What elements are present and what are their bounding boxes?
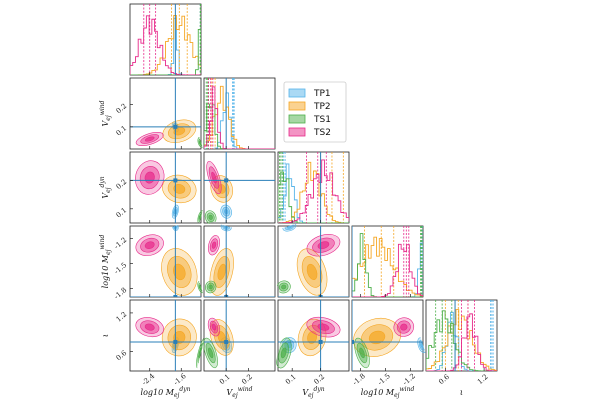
hist-TP2-2 [278,161,349,223]
x-tick-label-2-1: 0.2 [312,373,326,386]
x-tick-label-3-2: -1.2 [401,372,416,387]
contour-TP2-3-0-2 [173,263,186,281]
x-tick-label-3-1: -1.5 [376,372,391,387]
x-tick-label-1-1: 0.2 [240,373,254,386]
contour-TP2-4-2-2 [307,331,318,344]
legend-label-TS1: TS1 [313,115,331,125]
panel-3-3 [351,225,424,298]
x-axis-label-0: log10 Mejdyn [141,386,191,399]
legend-label-TP2: TP2 [313,102,331,112]
truth-marker-4-1 [224,339,229,344]
contour-TP2-4-3-2 [368,330,386,345]
contour-TP2-3-1-2 [217,263,227,281]
contour-TS1-4-1-2 [208,347,214,359]
contour-TS2-4-1-2 [211,323,217,331]
truth-marker-4-3 [352,339,354,344]
hist-TS2-0 [130,15,201,75]
truth-marker-4-0 [173,339,178,344]
y-tick-label-3-1: -1.5 [113,261,128,276]
legend-swatch-TS1 [288,114,306,124]
hist-TS2-4 [426,313,497,371]
contour-TS2-1-0-2 [144,136,155,142]
panel-2-1 [203,151,276,224]
contour-TS1-3-2-2 [281,284,287,290]
hist-TP2-4 [426,309,497,371]
contour-TP2-2-1-2 [217,184,226,194]
contour-TP2-2-0-2 [173,184,186,194]
panel-4-1 [203,299,276,372]
panel-2-0 [129,151,202,224]
y-tick-label-4-1: 1.2 [115,310,129,323]
y-tick-label-3-2: -1.2 [113,236,128,251]
y-tick-label-1-1: 0.2 [115,102,129,115]
panel-1-0 [129,77,202,150]
legend-label-TP1: TP1 [313,89,331,99]
y-tick-label-1-0: 0.1 [115,124,129,137]
hist-TS2-3 [352,243,423,297]
contour-TS2-3-0-2 [144,241,155,250]
panel-4-3 [351,299,424,372]
x-tick-label-4-1: 1.2 [476,373,490,386]
y-tick-label-3-0: -1.8 [113,286,128,301]
x-tick-label-0-0: -2.4 [141,372,157,387]
x-axis-label-2: Vejdyn [302,386,324,399]
truth-marker-2-1 [224,178,229,183]
x-axis-label-1: Vejwind [227,386,253,399]
legend-swatch-TS2 [288,127,306,137]
contour-TS1-4-2-2 [280,347,287,359]
y-axis-label-2: Vejdyn [99,176,112,198]
contour-TS2-4-0-2 [144,323,155,331]
truth-marker-4-2 [318,339,323,344]
hist-TP2-3 [352,236,423,297]
contour-TS2-3-1-2 [211,241,217,249]
truth-marker-3-0 [173,295,178,297]
panel-1-1 [203,77,276,150]
contour-TS1-2-1-2 [208,214,213,220]
y-axis-label-4: ι [101,334,110,337]
hist-TS1-0 [130,28,201,75]
y-tick-label-2-0: 0.1 [115,206,129,219]
hist-TP2-1 [204,85,275,149]
x-axis-label-3: log10 Mejwind [361,386,415,399]
legend-label-TS2: TS2 [313,128,331,138]
contour-TP2-1-0-2 [173,127,186,136]
x-tick-label-0-1: -1.6 [172,372,188,387]
hist-TP1-3 [352,242,423,297]
legend-swatch-TP2 [288,101,306,111]
hist-TS1-2 [278,171,349,223]
contour-TS2-4-3-2 [400,323,408,331]
contour-TS1-3-1-2 [208,284,213,290]
x-tick-label-4-0: 0.6 [437,372,451,386]
y-axis-label-1: Vejwind [99,100,112,126]
truth-marker-1-0 [173,124,178,129]
panel-4-0 [129,299,202,372]
hist-TS2-1 [204,86,275,149]
hist-TS2-2 [278,159,349,223]
contour-TS1-4-3-2 [359,347,365,359]
y-tick-label-2-1: 0.2 [115,178,129,191]
x-tick-label-1-0: 0.1 [218,373,232,386]
truth-marker-2-0 [173,178,178,183]
x-tick-label-3-0: -1.8 [351,372,366,387]
y-tick-label-4-0: 0.6 [115,349,129,363]
contour-TP2-3-2-2 [306,263,318,280]
legend-swatch-TP1 [288,88,306,98]
y-axis-label-3: log10 Mejwind [99,235,112,289]
x-axis-label-4: ι [460,388,463,397]
x-tick-label-2-0: 0.1 [284,373,298,386]
